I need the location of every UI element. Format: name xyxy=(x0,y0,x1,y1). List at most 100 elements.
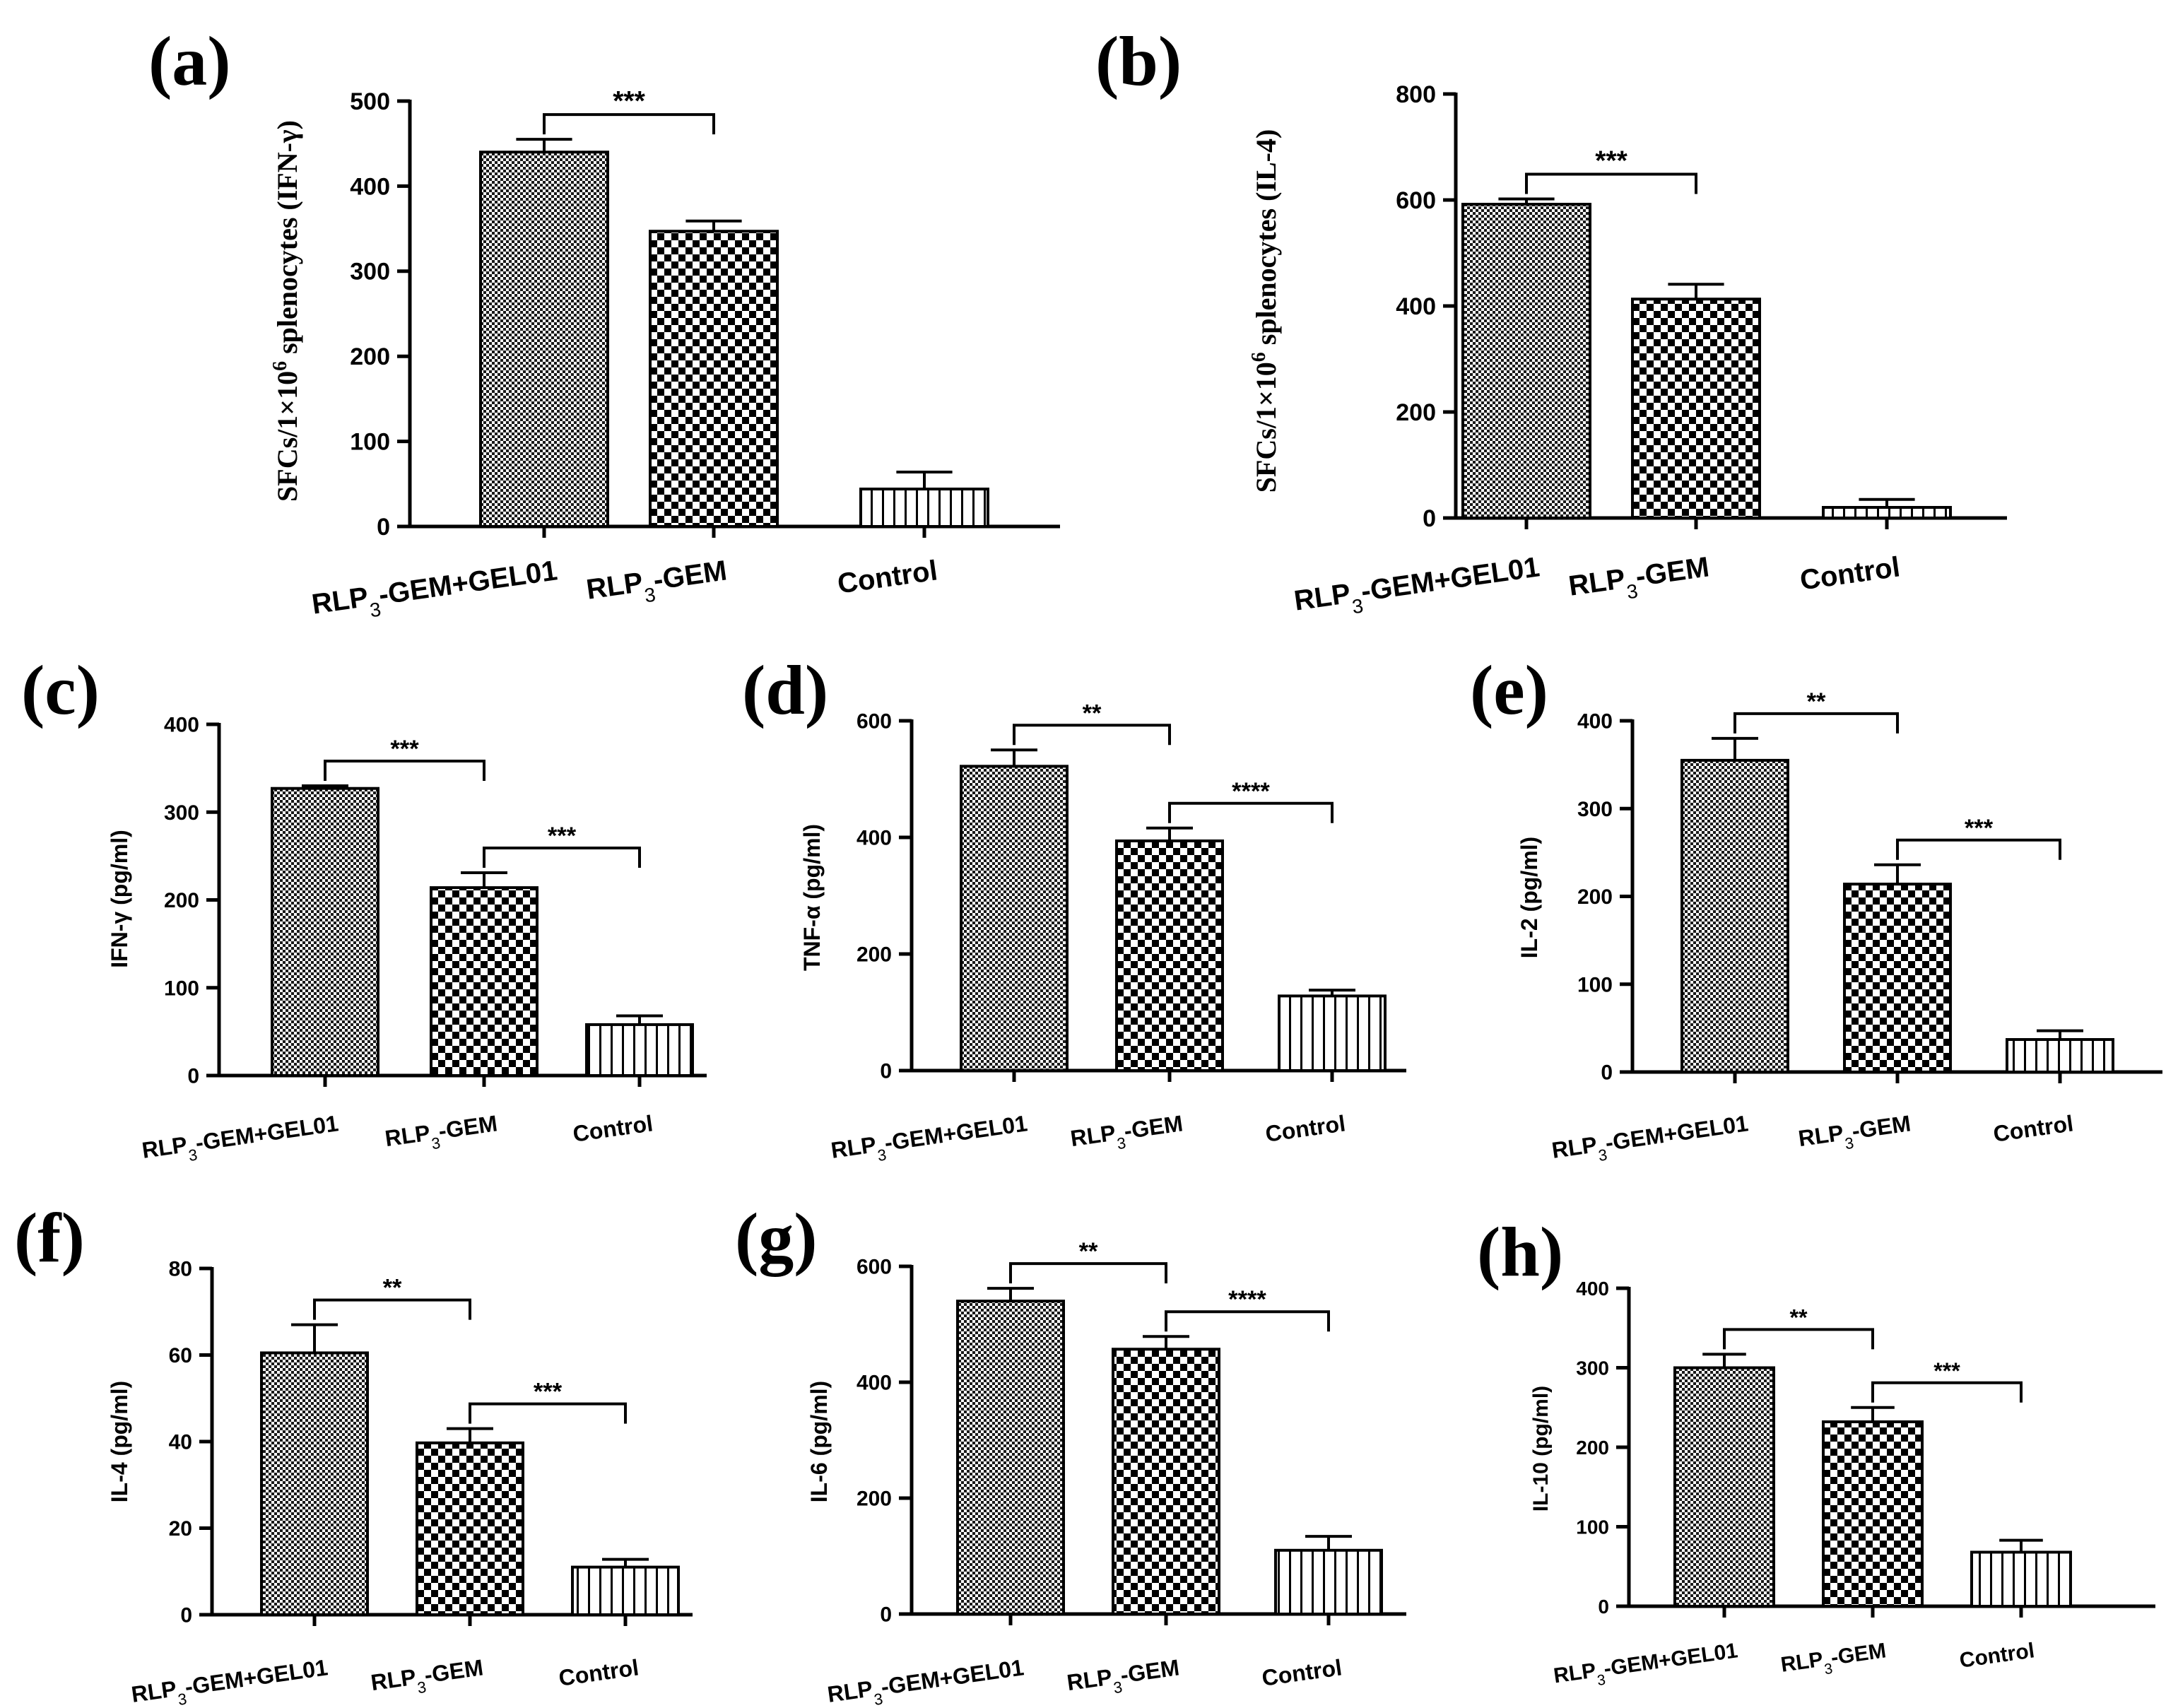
significance-stars: *** xyxy=(390,736,419,762)
y-tick-label: 100 xyxy=(164,977,199,1000)
significance-stars: ** xyxy=(1083,700,1102,726)
y-tick-label: 300 xyxy=(1576,1357,1609,1379)
significance-bracket xyxy=(1525,172,1697,194)
category-label-gem: RLP3-GEM xyxy=(1069,1110,1186,1158)
y-tick-label: 200 xyxy=(1577,885,1613,909)
significance-bracket xyxy=(1733,712,1899,734)
category-label-gel01: RLP3-GEM+GEL01 xyxy=(1550,1110,1751,1170)
significance-bracket xyxy=(1013,724,1171,746)
y-tick-label: 400 xyxy=(350,173,390,200)
bar-control xyxy=(1278,994,1387,1073)
significance-bracket xyxy=(1165,1310,1330,1332)
category-label-gel01: RLP3-GEM+GEL01 xyxy=(1292,551,1543,625)
panel-g: (g) 0 200 400 600 IL-6 (pg/ml) RLP3-GEM+GEL01 R… xyxy=(735,1198,1406,1708)
y-axis-label: IL-2 (pg/ml) xyxy=(1517,837,1542,958)
y-tick-label: 40 xyxy=(169,1431,192,1454)
bar-gel01 xyxy=(260,1351,369,1616)
significance-bracket xyxy=(1896,838,2061,860)
category-label-gem: RLP3-GEM xyxy=(1066,1654,1182,1702)
category-label-control: Control xyxy=(835,555,939,599)
y-tick-label: 0 xyxy=(377,514,390,541)
category-label-gel01: RLP3-GEM+GEL01 xyxy=(130,1654,331,1708)
y-tick-label: 200 xyxy=(1396,399,1436,426)
bar-gel01 xyxy=(479,151,609,529)
y-axis-label: SFCs/1×106 splenocytes (IL-4) xyxy=(1248,129,1283,493)
y-tick-label: 200 xyxy=(1576,1437,1609,1459)
y-tick-label: 200 xyxy=(857,1488,892,1511)
category-label-gel01: RLP3-GEM+GEL01 xyxy=(310,555,560,629)
bar-control xyxy=(2006,1038,2114,1073)
category-label-gem: RLP3-GEM xyxy=(1797,1110,1914,1158)
y-tick-label: 0 xyxy=(1598,1596,1609,1618)
bar-control xyxy=(571,1565,680,1616)
y-axis-label: IFN-γ (pg/ml) xyxy=(107,830,132,968)
y-tick-label: 20 xyxy=(169,1517,192,1541)
panel-letter: (g) xyxy=(735,1198,818,1277)
category-label-control: Control xyxy=(1991,1110,2075,1146)
category-label-gem: RLP3-GEM xyxy=(584,555,730,614)
y-axis-label: SFCs/1×106 splenocytes (IFN-γ) xyxy=(269,120,304,502)
category-label-control: Control xyxy=(557,1654,640,1690)
significance-bracket xyxy=(1168,801,1334,823)
y-tick-label: 600 xyxy=(857,1256,892,1279)
y-tick-label: 300 xyxy=(350,259,390,285)
y-tick-label: 0 xyxy=(880,1060,892,1083)
category-label-control: Control xyxy=(1260,1654,1343,1690)
category-label-control: Control xyxy=(1798,551,1902,596)
bar-gem xyxy=(416,1441,524,1617)
significance-stars: *** xyxy=(613,86,645,117)
y-tick-label: 0 xyxy=(1601,1061,1613,1085)
category-label-gel01: RLP3-GEM+GEL01 xyxy=(141,1110,341,1170)
significance-stars: *** xyxy=(548,823,577,849)
panel-letter: (b) xyxy=(1095,22,1182,100)
bar-gem xyxy=(1115,839,1224,1072)
y-tick-label: 800 xyxy=(1396,81,1436,108)
bar-gel01 xyxy=(1461,203,1591,519)
y-tick-label: 0 xyxy=(187,1065,199,1088)
y-tick-label: 300 xyxy=(1577,798,1613,821)
significance-bracket xyxy=(313,1298,471,1320)
significance-bracket xyxy=(324,759,485,781)
y-tick-label: 300 xyxy=(164,801,199,825)
category-label-control: Control xyxy=(1958,1639,2036,1673)
category-label-gem: RLP3-GEM xyxy=(384,1110,500,1158)
panel-d: (d) 0 200 400 600 TNF-α (pg/ml) RLP3-GEM+GEL01… xyxy=(742,651,1406,1170)
bar-gel01 xyxy=(1673,1366,1775,1608)
y-axis-label: IL-4 (pg/ml) xyxy=(107,1381,132,1502)
y-tick-label: 400 xyxy=(857,1372,892,1395)
significance-bracket xyxy=(483,846,641,868)
panel-a: (a) 0 100 200 300 400 500 SFCs/1×106 splenocyte… xyxy=(148,22,1060,629)
bar-gel01 xyxy=(960,765,1069,1072)
bar-gel01 xyxy=(271,787,379,1077)
significance-bracket xyxy=(1871,1381,2023,1403)
bar-gem xyxy=(1843,883,1952,1073)
bar-gem xyxy=(1112,1348,1220,1615)
significance-bracket xyxy=(1723,1328,1874,1350)
bar-gem xyxy=(430,886,538,1077)
y-tick-label: 100 xyxy=(1576,1516,1609,1538)
category-label-gel01: RLP3-GEM+GEL01 xyxy=(826,1654,1027,1708)
category-label-gel01: RLP3-GEM+GEL01 xyxy=(1552,1639,1740,1695)
significance-stars: **** xyxy=(1232,778,1270,805)
significance-bracket xyxy=(543,113,715,135)
panel-f: (f) 0 20 40 60 80 IL-4 (pg/ml) RLP3-GEM+GEL01 RL… xyxy=(14,1198,693,1708)
significance-stars: ** xyxy=(1807,688,1826,715)
bar-control xyxy=(1970,1550,2072,1608)
significance-bracket xyxy=(1009,1262,1167,1284)
category-label-control: Control xyxy=(571,1110,654,1146)
y-tick-label: 600 xyxy=(857,710,892,734)
y-axis-label: TNF-α (pg/ml) xyxy=(799,824,825,971)
category-label-gel01: RLP3-GEM+GEL01 xyxy=(830,1110,1030,1170)
y-tick-label: 200 xyxy=(164,889,199,912)
bar-gem xyxy=(649,230,779,528)
significance-stars: ** xyxy=(1079,1238,1098,1265)
significance-stars: *** xyxy=(534,1379,563,1406)
bar-gem xyxy=(1631,298,1761,519)
significance-stars: **** xyxy=(1228,1286,1266,1313)
bar-gel01 xyxy=(1680,758,1789,1073)
panel-h: (h) 0 100 200 300 400 IL-10 (pg/ml) RLP3-GEM+GE… xyxy=(1477,1213,2155,1695)
panel-letter: (c) xyxy=(21,651,100,729)
y-tick-label: 400 xyxy=(1396,293,1436,320)
significance-stars: *** xyxy=(1965,815,1994,842)
